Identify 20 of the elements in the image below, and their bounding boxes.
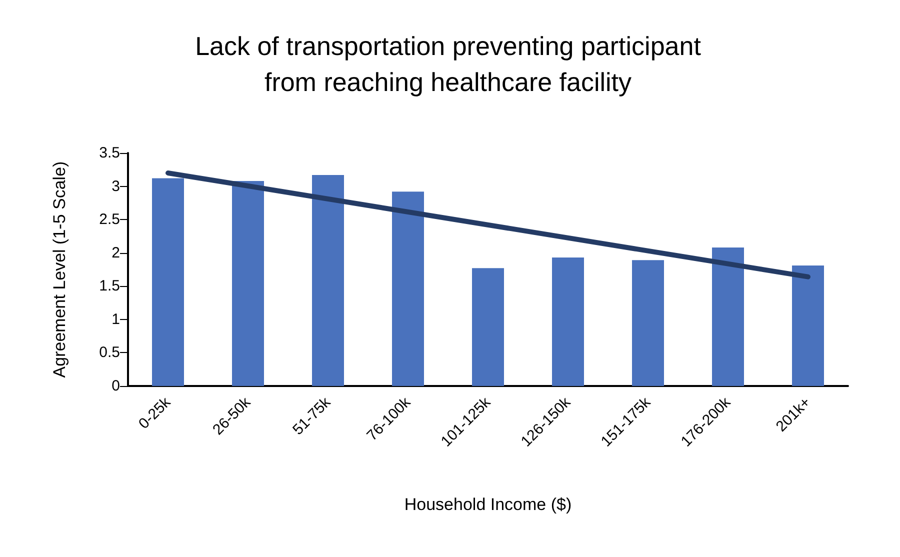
bar	[712, 248, 744, 386]
bar	[152, 178, 184, 386]
bar	[792, 266, 824, 386]
x-axis-title: Household Income ($)	[404, 495, 572, 514]
bar	[232, 180, 264, 386]
bar	[312, 174, 344, 386]
y-tick-label: 0	[112, 378, 120, 394]
bar	[632, 260, 664, 386]
bar	[392, 192, 424, 386]
y-axis-title: Agreement Level (1-5 Scale)	[50, 161, 69, 378]
bar	[472, 268, 504, 386]
chart-title: Lack of transportation preventing participant from reaching healthcare facility	[195, 31, 702, 97]
y-tick-label: 2	[112, 244, 120, 262]
y-tick-label: 1	[112, 310, 120, 328]
y-tick-label: 3.5	[99, 144, 120, 162]
y-tick-label: 1.5	[99, 278, 120, 295]
bar	[552, 258, 584, 386]
y-tick-label: 0.5	[99, 344, 120, 362]
y-tick-label: 2.5	[99, 211, 120, 228]
y-tick-label: 3	[112, 178, 120, 195]
